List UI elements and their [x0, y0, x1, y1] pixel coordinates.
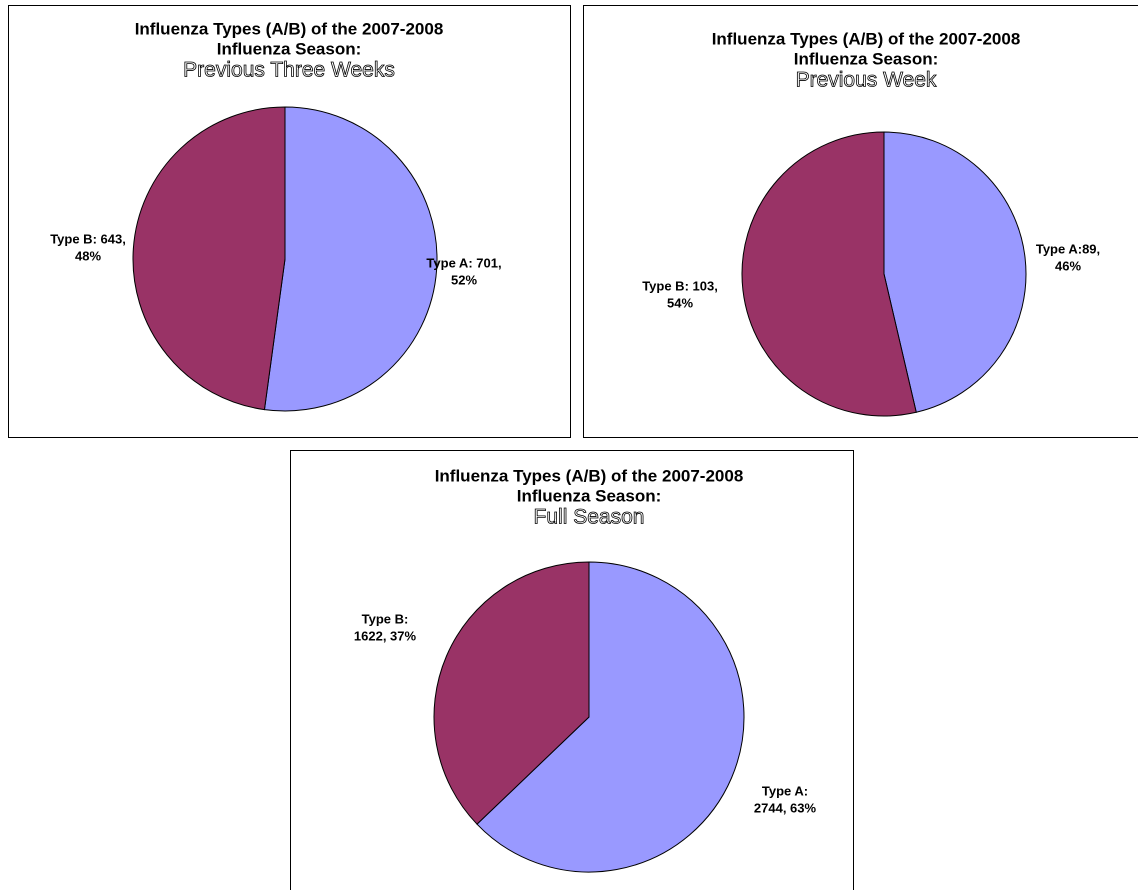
chart-subtitle: Previous Three Weeks [183, 59, 395, 82]
data-label: Type A: [762, 783, 808, 798]
pie-slice [132, 106, 286, 411]
data-label: Type B: [362, 611, 409, 626]
chart-title: Influenza Season: [217, 39, 362, 58]
pie-slice [741, 131, 917, 417]
chart-title: Influenza Season: [794, 49, 939, 68]
data-label: 2744, 63% [754, 800, 817, 815]
data-label: 1622, 37% [354, 628, 417, 643]
chart-title: Influenza Types (A/B) of the 2007-2008 [712, 29, 1021, 48]
data-label: 54% [667, 295, 693, 310]
pie-slice [263, 106, 438, 412]
data-label: 52% [451, 272, 477, 287]
chart-subtitle: Previous Week [796, 69, 937, 92]
data-label: Type A:89, [1036, 241, 1100, 256]
data-label: Type A: 701, [426, 255, 501, 270]
chart-title: Influenza Season: [517, 486, 662, 505]
pie-slice [883, 131, 1027, 413]
data-label: 46% [1055, 258, 1081, 273]
chart-title: Influenza Types (A/B) of the 2007-2008 [135, 19, 444, 38]
pie-slice [476, 561, 745, 873]
data-label: 48% [75, 248, 101, 263]
chart-subtitle: Full Season [534, 506, 645, 529]
data-label: Type B: 643, [50, 231, 126, 246]
pie-slice [433, 561, 590, 825]
data-label: Type B: 103, [642, 278, 718, 293]
chart-title: Influenza Types (A/B) of the 2007-2008 [435, 466, 744, 485]
